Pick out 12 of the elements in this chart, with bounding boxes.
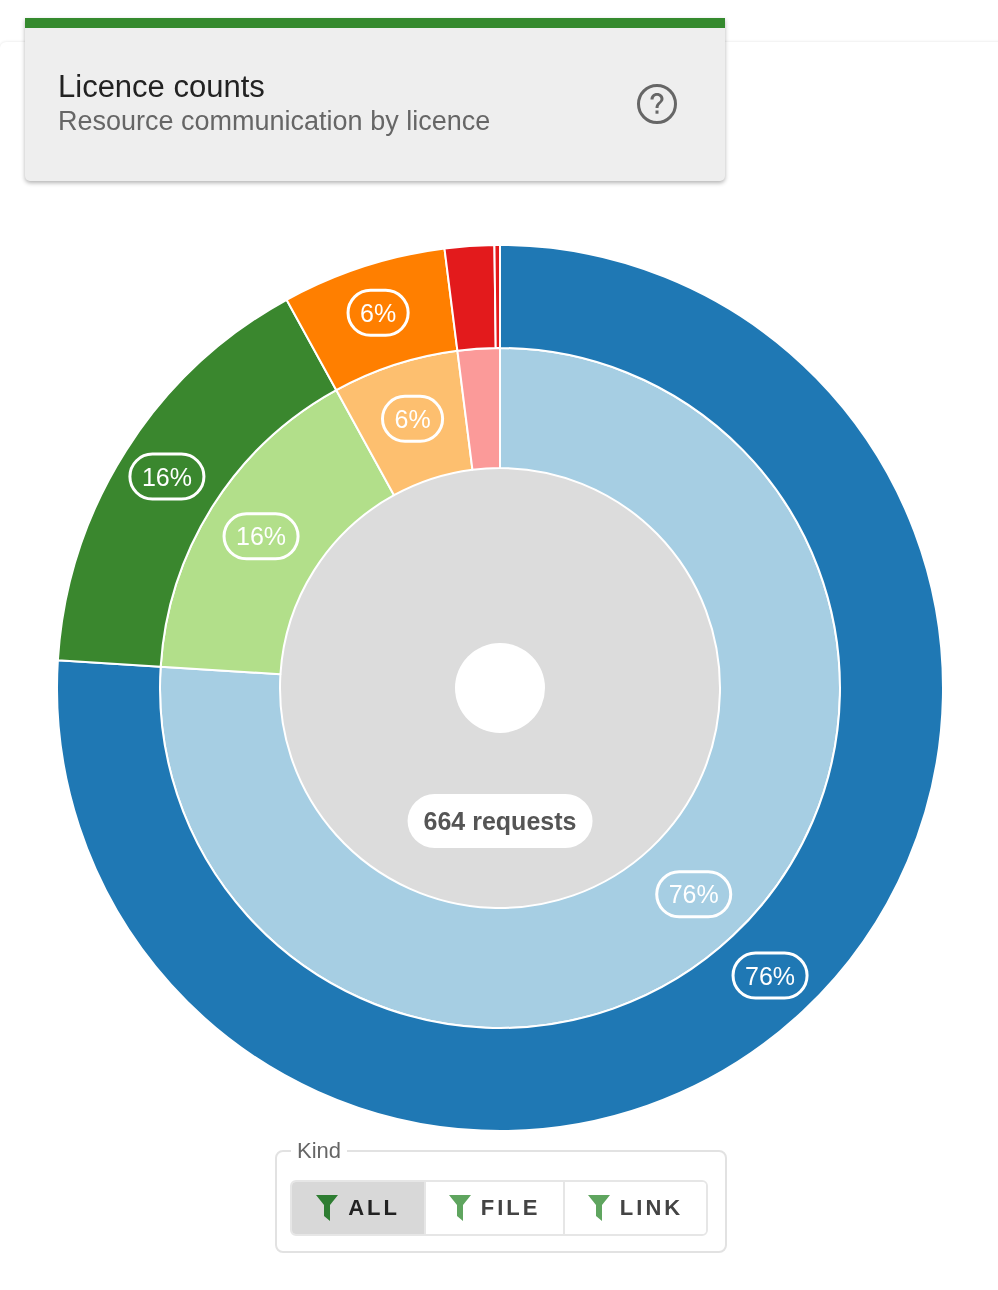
data-label: 16% [141,462,192,491]
filter-button: ALL [292,1182,425,1234]
chart-subtitle: Resource communication by licence [58,106,491,137]
data-label: 76% [745,961,796,990]
header-card: Licence counts Resource communication by licence [25,18,725,181]
data-label: 6% [360,298,397,327]
chart-title: Licence counts [58,69,265,105]
data-label: 76% [668,880,719,909]
data-label: 16% [236,522,287,551]
data-label: 6% [394,404,431,433]
text: 664 requests [407,793,593,848]
filter-button: LINK [563,1182,706,1234]
